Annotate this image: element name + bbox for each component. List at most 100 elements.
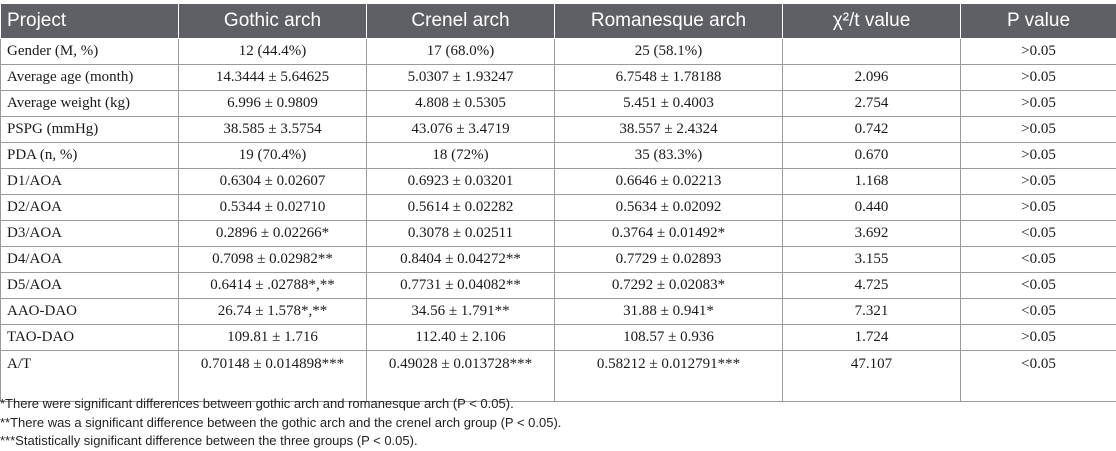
- table-cell: 7.321: [782, 298, 961, 325]
- table-cell: 0.8404 ± 0.04272**: [366, 246, 555, 273]
- table-cell: 0.440: [782, 194, 961, 221]
- table-cell: <0.05: [960, 246, 1116, 273]
- table-cell: TAO-DAO: [0, 324, 179, 351]
- table-cell: PDA (n, %): [0, 142, 179, 169]
- table-cell: 2.754: [782, 90, 961, 117]
- table-row: A/T 0.70148 ± 0.014898*** 0.49028 ± 0.0137…: [0, 350, 1116, 402]
- table-cell: D3/AOA: [0, 220, 179, 247]
- table-cell: 0.5344 ± 0.02710: [178, 194, 367, 221]
- table-cell: 0.5634 ± 0.02092: [554, 194, 783, 221]
- table-cell: <0.05: [960, 220, 1116, 247]
- table-cell: 0.6646 ± 0.02213: [554, 168, 783, 195]
- table-cell: D1/AOA: [0, 168, 179, 195]
- table-cell: 47.107: [782, 350, 961, 402]
- table-cell: <0.05: [960, 298, 1116, 325]
- table-cell: 38.557 ± 2.4324: [554, 116, 783, 143]
- table-row: Average age (month) 14.3444 ± 5.64625 5.03…: [0, 64, 1116, 91]
- table-cell: >0.05: [960, 324, 1116, 351]
- table-cell: 1.724: [782, 324, 961, 351]
- table-cell: 3.155: [782, 246, 961, 273]
- table-cell: D4/AOA: [0, 246, 179, 273]
- table-cell: PSPG (mmHg): [0, 116, 179, 143]
- table-cell: 35 (83.3%): [554, 142, 783, 169]
- table-cell: 0.7292 ± 0.02083*: [554, 272, 783, 299]
- table-row: D2/AOA 0.5344 ± 0.02710 0.5614 ± 0.02282 0.…: [0, 194, 1116, 221]
- header-project: Project: [0, 3, 179, 39]
- table-cell: AAO-DAO: [0, 298, 179, 325]
- table-row: AAO-DAO 26.74 ± 1.578*,** 34.56 ± 1.791** 3…: [0, 298, 1116, 325]
- table-cell: >0.05: [960, 90, 1116, 117]
- table-cell: 0.670: [782, 142, 961, 169]
- table-row: Average weight (kg) 6.996 ± 0.9809 4.808 ±…: [0, 90, 1116, 117]
- footnotes: *There were significant differences betw…: [0, 395, 561, 451]
- table-cell: 5.0307 ± 1.93247: [366, 64, 555, 91]
- table-cell: <0.05: [960, 272, 1116, 299]
- table-cell: >0.05: [960, 194, 1116, 221]
- table-row: D4/AOA 0.7098 ± 0.02982** 0.8404 ± 0.04272…: [0, 246, 1116, 273]
- table-cell: 31.88 ± 0.941*: [554, 298, 783, 325]
- table-cell: <0.05: [960, 350, 1116, 402]
- header-statistic: χ²/t value: [782, 3, 961, 39]
- table-cell: Average age (month): [0, 64, 179, 91]
- table-cell: 18 (72%): [366, 142, 555, 169]
- table-cell: 0.5614 ± 0.02282: [366, 194, 555, 221]
- table-row: PDA (n, %) 19 (70.4%) 18 (72%) 35 (83.3%) 0.…: [0, 142, 1116, 169]
- table-cell: 112.40 ± 2.106: [366, 324, 555, 351]
- header-row: Project Gothic arch Crenel arch Romanesq…: [0, 3, 1116, 39]
- table-cell: 0.6923 ± 0.03201: [366, 168, 555, 195]
- table-cell: 0.58212 ± 0.012791***: [554, 350, 783, 402]
- table-cell: 6.996 ± 0.9809: [178, 90, 367, 117]
- table-cell: 0.7098 ± 0.02982**: [178, 246, 367, 273]
- table-cell: 1.168: [782, 168, 961, 195]
- table-cell: Average weight (kg): [0, 90, 179, 117]
- table-cell: 0.2896 ± 0.02266*: [178, 220, 367, 247]
- table-cell: 14.3444 ± 5.64625: [178, 64, 367, 91]
- header-crenel-arch: Crenel arch: [366, 3, 555, 39]
- table-cell: 0.7729 ± 0.02893: [554, 246, 783, 273]
- table-cell: 0.6414 ± .02788*,**: [178, 272, 367, 299]
- table-cell: >0.05: [960, 64, 1116, 91]
- table-cell: 43.076 ± 3.4719: [366, 116, 555, 143]
- table-cell: 2.096: [782, 64, 961, 91]
- table-cell: 0.742: [782, 116, 961, 143]
- table-cell: 19 (70.4%): [178, 142, 367, 169]
- header-gothic-arch: Gothic arch: [178, 3, 367, 39]
- table-cell: 0.3078 ± 0.02511: [366, 220, 555, 247]
- table-cell: 25 (58.1%): [554, 38, 783, 65]
- header-p-value: P value: [960, 3, 1116, 39]
- table-cell: 0.6304 ± 0.02607: [178, 168, 367, 195]
- footnote: *There were significant differences betw…: [0, 396, 514, 411]
- table-cell: Gender (M, %): [0, 38, 179, 65]
- table-cell: 0.3764 ± 0.01492*: [554, 220, 783, 247]
- table-cell: 5.451 ± 0.4003: [554, 90, 783, 117]
- table-cell: 0.7731 ± 0.04082**: [366, 272, 555, 299]
- table-cell: >0.05: [960, 142, 1116, 169]
- header-romanesque-arch: Romanesque arch: [554, 3, 783, 39]
- table-cell: 38.585 ± 3.5754: [178, 116, 367, 143]
- table-cell: D5/AOA: [0, 272, 179, 299]
- table-cell: 6.7548 ± 1.78188: [554, 64, 783, 91]
- table-cell: A/T: [0, 350, 179, 402]
- table-cell: >0.05: [960, 168, 1116, 195]
- table-row: D5/AOA 0.6414 ± .02788*,** 0.7731 ± 0.0408…: [0, 272, 1116, 299]
- table-row: TAO-DAO 109.81 ± 1.716 112.40 ± 2.106 108.5…: [0, 324, 1116, 351]
- table-cell: 109.81 ± 1.716: [178, 324, 367, 351]
- table-cell: 34.56 ± 1.791**: [366, 298, 555, 325]
- table-cell: 12 (44.4%): [178, 38, 367, 65]
- table-cell: 0.70148 ± 0.014898***: [178, 350, 367, 402]
- table-cell: >0.05: [960, 116, 1116, 143]
- table-cell: [782, 38, 961, 65]
- table-cell: >0.05: [960, 38, 1116, 65]
- table-cell: D2/AOA: [0, 194, 179, 221]
- footnote: **There was a significant difference bet…: [0, 414, 562, 430]
- results-table: Project Gothic arch Crenel arch Romanesq…: [0, 3, 1116, 402]
- table-cell: 4.808 ± 0.5305: [366, 90, 555, 117]
- table-row: PSPG (mmHg) 38.585 ± 3.5754 43.076 ± 3.471…: [0, 116, 1116, 143]
- table-cell: 4.725: [782, 272, 961, 299]
- table-row: Gender (M, %) 12 (44.4%) 17 (68.0%) 25 (58.…: [0, 38, 1116, 65]
- table-cell: 108.57 ± 0.936: [554, 324, 783, 351]
- footnote: ***Statistically significant difference …: [0, 433, 418, 448]
- table-cell: 26.74 ± 1.578*,**: [178, 298, 367, 325]
- table-cell: 3.692: [782, 220, 961, 247]
- table-row: D3/AOA 0.2896 ± 0.02266* 0.3078 ± 0.02511 0…: [0, 220, 1116, 247]
